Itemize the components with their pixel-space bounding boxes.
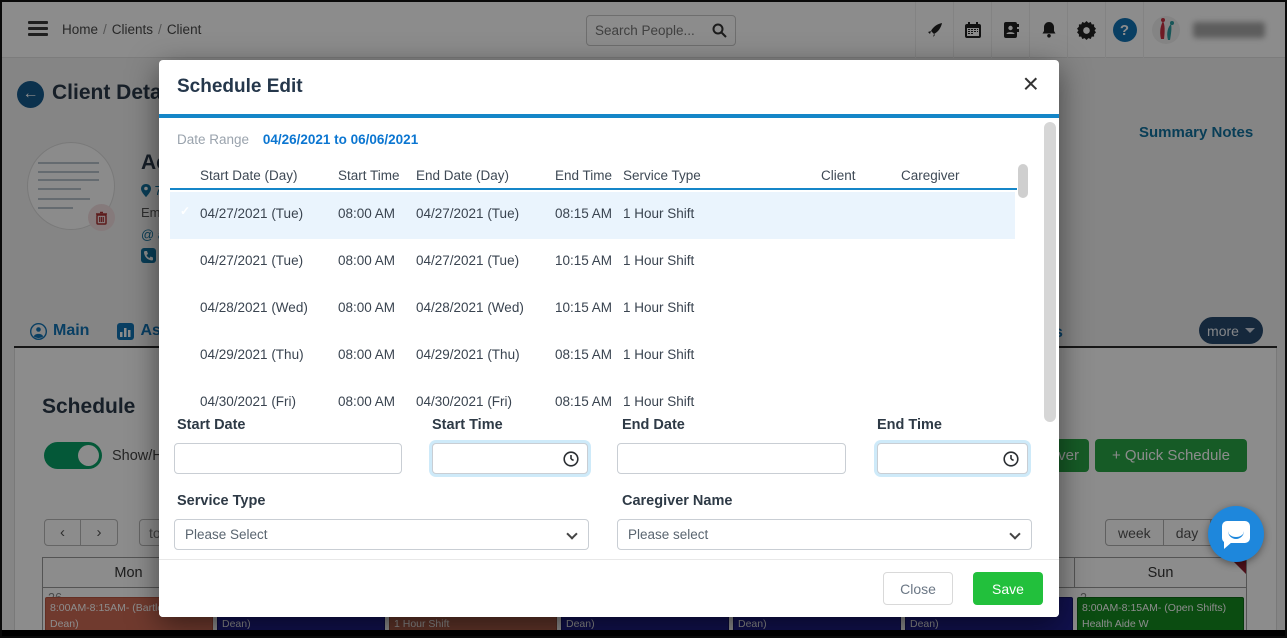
page-title: Client Details <box>52 81 186 104</box>
delete-avatar-button[interactable] <box>88 204 115 231</box>
top-navbar: Home / Clients / Client <box>2 2 1285 58</box>
breadcrumb-clients[interactable]: Clients <box>111 22 154 37</box>
bar-chart-icon <box>117 322 135 340</box>
calendar-icon[interactable] <box>953 2 991 58</box>
rocket-icon[interactable] <box>915 2 953 58</box>
summary-notes-link[interactable]: Summary Notes <box>1139 124 1254 141</box>
bell-icon[interactable] <box>1029 2 1067 58</box>
caregiver-name-select[interactable]: Please select <box>617 519 1032 550</box>
col-caregiver: Caregiver <box>901 168 960 183</box>
schedule-title: Schedule <box>42 395 136 418</box>
modal-footer: Close Save <box>159 559 1059 617</box>
col-service-type: Service Type <box>623 168 701 183</box>
modal-scrollbar[interactable] <box>1044 122 1056 422</box>
start-date-input[interactable] <box>175 444 401 473</box>
service-type-select[interactable]: Please Select <box>174 519 589 550</box>
search-icon[interactable] <box>712 23 727 38</box>
table-scrollbar[interactable] <box>1018 164 1028 198</box>
chat-bubble-icon <box>1222 521 1250 543</box>
end-date-input[interactable] <box>618 444 845 473</box>
help-icon[interactable]: ? <box>1105 2 1143 58</box>
table-row[interactable]: 04/28/2021 (Wed) 08:00 AM 04/28/2021 (We… <box>200 300 695 315</box>
person-circle-icon <box>30 322 47 340</box>
show-hide-toggle[interactable] <box>44 442 102 469</box>
app-logo <box>1143 2 1187 58</box>
calendar-event[interactable]: 8:00AM-8:15AM- (Open Shifts) Health Aide… <box>1077 597 1244 636</box>
modal-title: Schedule Edit <box>177 76 303 97</box>
end-time-field <box>877 443 1028 474</box>
service-type-label: Service Type <box>177 493 266 509</box>
view-day-button[interactable]: day <box>1163 519 1212 546</box>
navbar-icons: ? <box>915 2 1265 58</box>
start-time-input[interactable] <box>433 444 557 473</box>
clock-icon[interactable] <box>1003 451 1019 467</box>
save-button[interactable]: Save <box>973 572 1043 605</box>
table-row[interactable]: 04/29/2021 (Thu) 08:00 AM 04/29/2021 (Th… <box>200 347 695 362</box>
modal-accent-bar <box>159 114 1059 118</box>
start-time-label: Start Time <box>432 417 503 433</box>
show-hide-label: Show/H <box>112 448 163 464</box>
col-start-date: Start Date (Day) <box>200 168 298 183</box>
modal-header: Schedule Edit × <box>159 60 1059 114</box>
start-date-field <box>174 443 402 474</box>
sun-corner-flag <box>1230 558 1246 574</box>
breadcrumb-home[interactable]: Home <box>62 22 99 37</box>
schedule-edit-modal: Schedule Edit × Date Range 04/26/2021 to… <box>159 60 1059 617</box>
calendar-nav: ‹ › <box>44 519 118 546</box>
chat-launcher[interactable] <box>1208 506 1264 562</box>
chevron-down-icon <box>1244 328 1255 333</box>
col-end-date: End Date (Day) <box>416 168 510 183</box>
prev-button[interactable]: ‹ <box>44 519 81 546</box>
end-time-input[interactable] <box>878 444 997 473</box>
search-input[interactable] <box>595 17 707 44</box>
breadcrumb-client[interactable]: Client <box>166 22 202 37</box>
client-email-label: Em <box>141 205 161 220</box>
date-range-label: Date Range <box>177 132 250 147</box>
user-name-redacted[interactable] <box>1193 22 1265 38</box>
view-week-button[interactable]: week <box>1105 519 1164 546</box>
caregiver-name-label: Caregiver Name <box>622 493 733 509</box>
tab-main[interactable]: Main <box>30 322 89 340</box>
date-range: Date Range 04/26/2021 to 06/06/2021 <box>177 132 418 147</box>
table-row[interactable]: 04/27/2021 (Tue) 08:00 AM 04/27/2021 (Tu… <box>170 192 1015 239</box>
trash-icon <box>96 211 107 225</box>
start-date-label: Start Date <box>177 417 246 433</box>
client-phone <box>141 248 156 268</box>
col-end-time: End Time <box>555 168 613 183</box>
table-row[interactable]: 04/27/2021 (Tue) 08:00 AM 04/27/2021 (Tu… <box>200 253 695 268</box>
quick-schedule-button[interactable]: + Quick Schedule <box>1095 439 1247 472</box>
search-box <box>586 15 736 46</box>
location-pin-icon <box>141 184 151 197</box>
clock-icon[interactable] <box>563 451 579 467</box>
breadcrumb: Home / Clients / Client <box>62 22 202 37</box>
calendar-event[interactable]: 8:00AM-8:15AM- (Bartlett, Dean) <box>45 597 213 636</box>
table-row[interactable]: 04/30/2021 (Fri) 08:00 AM 04/30/2021 (Fr… <box>200 394 695 409</box>
menu-icon[interactable] <box>28 21 48 37</box>
close-icon[interactable]: × <box>1022 68 1039 99</box>
chevron-down-icon <box>566 528 578 540</box>
date-range-value: 04/26/2021 to 06/06/2021 <box>262 132 419 147</box>
screen-edge <box>2 630 1285 636</box>
calendar-header-sun: Sun <box>1075 558 1246 588</box>
gear-icon[interactable] <box>1067 2 1105 58</box>
more-button[interactable]: more <box>1199 317 1263 344</box>
end-date-label: End Date <box>622 417 685 433</box>
contacts-icon[interactable] <box>991 2 1029 58</box>
chevron-down-icon <box>1009 528 1021 540</box>
start-time-field <box>432 443 588 474</box>
next-button[interactable]: › <box>81 519 118 546</box>
phone-icon <box>141 248 156 263</box>
close-button[interactable]: Close <box>883 572 953 605</box>
table-header-row: Start Date (Day) Start Time End Date (Da… <box>159 162 1019 188</box>
back-button[interactable]: ← <box>17 81 44 108</box>
client-address: 7 <box>141 183 162 198</box>
table-header-underline <box>170 188 1017 190</box>
col-start-time: Start Time <box>338 168 400 183</box>
end-date-field <box>617 443 846 474</box>
end-time-label: End Time <box>877 417 942 433</box>
col-client: Client <box>821 168 856 183</box>
